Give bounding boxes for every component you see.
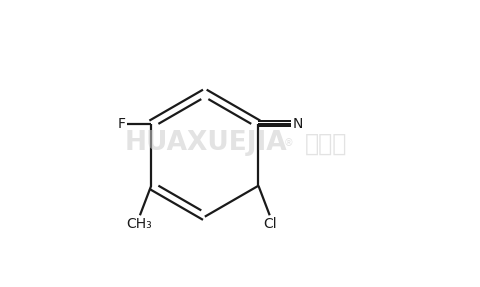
- Text: N: N: [293, 117, 303, 131]
- Text: HUAXUEJIA: HUAXUEJIA: [125, 131, 288, 156]
- Text: 化学加: 化学加: [305, 131, 347, 156]
- Text: Cl: Cl: [264, 217, 277, 231]
- Text: CH₃: CH₃: [127, 217, 152, 231]
- Text: F: F: [118, 117, 126, 131]
- Text: ®: ®: [284, 139, 293, 148]
